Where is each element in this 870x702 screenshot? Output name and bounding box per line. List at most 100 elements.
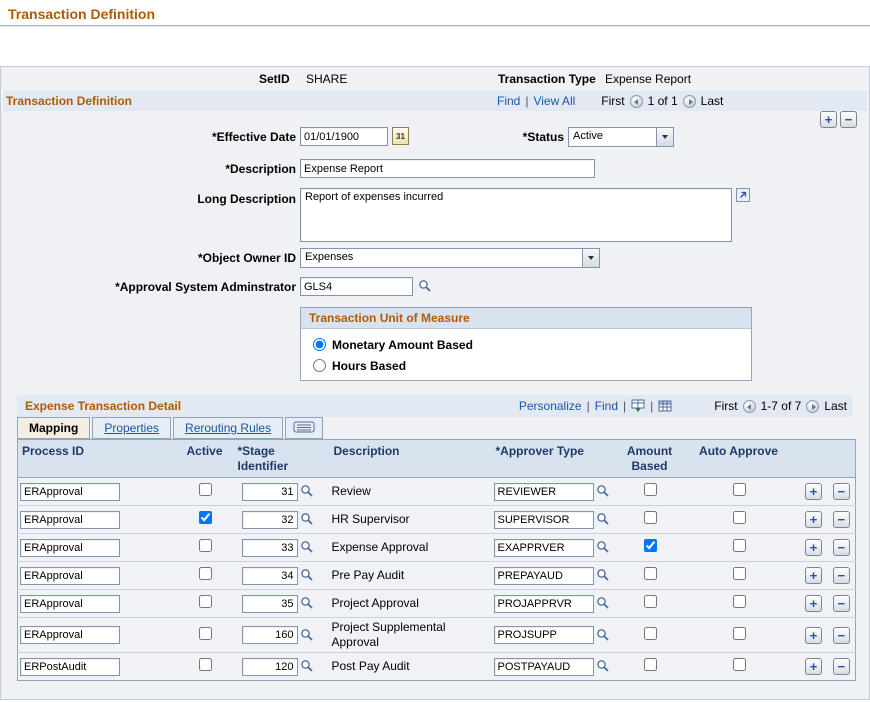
delete-row-button[interactable]: −	[832, 626, 850, 644]
grid-view-icon[interactable]	[658, 399, 672, 413]
process-id-input[interactable]	[20, 657, 120, 676]
approver-type-input[interactable]	[493, 657, 594, 676]
next-row-icon[interactable]	[682, 94, 696, 108]
lookup-icon[interactable]	[596, 484, 610, 498]
personalize-link[interactable]: Personalize	[518, 399, 582, 413]
insert-row-button[interactable]: +	[805, 539, 822, 556]
lookup-icon[interactable]	[596, 512, 610, 526]
find-link[interactable]: Find	[497, 94, 521, 108]
auto-approve-checkbox[interactable]	[733, 595, 746, 608]
insert-row-button[interactable]: +	[805, 511, 822, 528]
insert-row-button[interactable]: +	[805, 595, 822, 612]
delete-row-button[interactable]: −	[832, 658, 850, 675]
amount-based-checkbox[interactable]	[644, 539, 657, 552]
effective-date-input[interactable]	[300, 127, 388, 146]
approver-type-input[interactable]	[493, 538, 594, 557]
next-rows-icon[interactable]	[806, 399, 820, 413]
stage-identifier-input[interactable]	[241, 594, 298, 613]
auto-approve-checkbox[interactable]	[733, 511, 746, 524]
description-input[interactable]	[300, 159, 595, 178]
lookup-icon[interactable]	[596, 596, 610, 610]
auto-approve-checkbox[interactable]	[733, 539, 746, 552]
amount-based-checkbox[interactable]	[644, 483, 657, 496]
active-checkbox[interactable]	[199, 539, 212, 552]
lookup-icon[interactable]	[300, 484, 314, 498]
stage-identifier-input[interactable]	[241, 566, 298, 585]
delete-row-button[interactable]: −	[832, 483, 850, 500]
process-id-input[interactable]	[20, 538, 120, 557]
active-checkbox[interactable]	[199, 595, 212, 608]
amount-based-checkbox[interactable]	[644, 511, 657, 524]
tab-mapping[interactable]: Mapping	[17, 417, 91, 439]
hours-based-radio-row[interactable]: Hours Based	[313, 355, 739, 376]
auto-approve-checkbox[interactable]	[733, 658, 746, 671]
lookup-icon[interactable]	[300, 659, 314, 673]
lookup-icon[interactable]	[300, 540, 314, 554]
lookup-icon[interactable]	[596, 628, 610, 642]
approver-type-input[interactable]	[493, 566, 594, 585]
delete-row-button[interactable]: −	[832, 595, 850, 612]
view-all-link[interactable]: View All	[533, 94, 576, 108]
download-icon[interactable]	[631, 399, 645, 413]
approver-type-input[interactable]	[493, 510, 594, 529]
insert-row-button[interactable]: +	[805, 626, 822, 644]
process-id-input[interactable]	[20, 566, 120, 585]
active-checkbox[interactable]	[199, 658, 212, 671]
status-dropdown[interactable]: Active	[568, 127, 674, 147]
lookup-icon[interactable]	[300, 512, 314, 526]
tab-properties[interactable]: Properties	[92, 417, 172, 439]
uom-radio[interactable]	[313, 338, 326, 351]
stage-identifier-input[interactable]	[241, 626, 298, 644]
object-owner-id-dropdown[interactable]: Expenses	[300, 248, 600, 268]
insert-row-button[interactable]: +	[805, 483, 822, 500]
previous-row-icon[interactable]	[629, 94, 643, 108]
tab-show-all-columns[interactable]	[285, 417, 324, 439]
approver-type-input[interactable]	[493, 594, 594, 613]
amount-based-checkbox[interactable]	[644, 567, 657, 580]
insert-row-button[interactable]: +	[805, 567, 822, 584]
lookup-icon[interactable]	[300, 596, 314, 610]
lookup-icon[interactable]	[418, 279, 432, 293]
lookup-icon[interactable]	[300, 568, 314, 582]
lookup-icon[interactable]	[596, 659, 610, 673]
previous-rows-icon[interactable]	[742, 399, 756, 413]
auto-approve-checkbox[interactable]	[733, 626, 746, 640]
delete-row-button[interactable]: −	[832, 567, 850, 584]
process-id-input[interactable]	[20, 594, 120, 613]
amount-based-checkbox[interactable]	[644, 658, 657, 671]
insert-row-button[interactable]: +	[805, 658, 822, 675]
auto-approve-checkbox[interactable]	[733, 483, 746, 496]
stage-identifier-input[interactable]	[241, 538, 298, 557]
stage-identifier-input[interactable]	[241, 482, 298, 501]
process-id-input[interactable]	[20, 510, 120, 529]
approver-type-input[interactable]	[493, 626, 594, 644]
find-link[interactable]: Find	[594, 399, 619, 413]
approver-type-input[interactable]	[493, 482, 594, 501]
amount-based-checkbox[interactable]	[644, 626, 657, 640]
active-checkbox[interactable]	[199, 567, 212, 580]
expand-icon[interactable]	[736, 188, 750, 202]
lookup-icon[interactable]	[300, 628, 314, 642]
delete-row-button[interactable]: −	[832, 511, 850, 528]
stage-identifier-input[interactable]	[241, 657, 298, 676]
delete-row-button[interactable]: −	[832, 539, 850, 556]
active-checkbox[interactable]	[199, 483, 212, 496]
amount-based-checkbox[interactable]	[644, 595, 657, 608]
dropdown-arrow-icon[interactable]	[656, 128, 673, 146]
stage-identifier-input[interactable]	[241, 510, 298, 529]
dropdown-arrow-icon[interactable]	[582, 249, 599, 267]
active-checkbox[interactable]	[199, 626, 212, 640]
lookup-icon[interactable]	[596, 568, 610, 582]
long-description-textarea[interactable]: Report of expenses incurred	[300, 188, 732, 242]
lookup-icon[interactable]	[596, 540, 610, 554]
calendar-icon[interactable]: 31	[392, 127, 409, 145]
approval-admin-input[interactable]	[300, 277, 413, 296]
uom-radio[interactable]	[313, 359, 326, 372]
tab-rerouting-rules[interactable]: Rerouting Rules	[173, 417, 284, 439]
process-id-input[interactable]	[20, 626, 120, 644]
active-checkbox[interactable]	[199, 511, 212, 524]
monetary-amount-radio-row[interactable]: Monetary Amount Based	[313, 334, 739, 355]
auto-approve-checkbox[interactable]	[733, 567, 746, 580]
delete-row-button[interactable]: −	[840, 111, 857, 128]
process-id-input[interactable]	[20, 482, 120, 501]
